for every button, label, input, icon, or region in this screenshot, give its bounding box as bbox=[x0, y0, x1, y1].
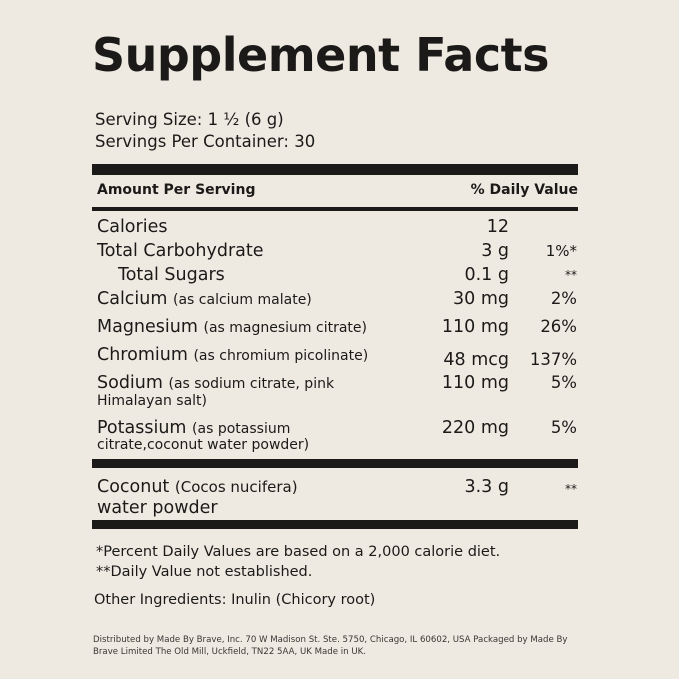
daily-value-header: % Daily Value bbox=[470, 182, 578, 198]
nutrient-dv: 5% bbox=[550, 418, 577, 437]
nutrient-source-line2: Himalayan salt) bbox=[97, 393, 208, 409]
nutrient-amount: 48 mcg bbox=[443, 350, 509, 370]
nutrient-amount: 3 g bbox=[481, 241, 509, 261]
other-ingredients: Other Ingredients: Inulin (Chicory root) bbox=[94, 592, 376, 608]
ingredient-amount: 3.3 g bbox=[464, 477, 509, 497]
ingredient-dv: ** bbox=[565, 482, 577, 496]
footnote-not-established: **Daily Value not established. bbox=[96, 564, 313, 580]
nutrient-source-line2: citrate,coconut water powder) bbox=[97, 437, 310, 453]
nutrient-dv: ** bbox=[565, 268, 577, 282]
divider-header bbox=[92, 207, 578, 211]
nutrient-amount: 12 bbox=[486, 217, 509, 237]
nutrient-name: Sodium (as sodium citrate, pink bbox=[97, 373, 335, 393]
nutrient-amount: 30 mg bbox=[453, 289, 509, 309]
ingredient-name-line2: water powder bbox=[97, 498, 218, 518]
nutrient-name: Potassium (as potassium bbox=[97, 418, 291, 438]
nutrient-name: Chromium (as chromium picolinate) bbox=[97, 345, 369, 365]
panel-title: Supplement Facts bbox=[92, 28, 550, 82]
nutrient-dv: 26% bbox=[540, 317, 577, 336]
footnote-percent-dv: *Percent Daily Values are based on a 2,0… bbox=[96, 544, 501, 560]
divider-thick-top bbox=[92, 164, 578, 175]
distributed-by-text: Distributed by Made By Brave, Inc. 70 W … bbox=[93, 635, 568, 657]
nutrient-amount: 220 mg bbox=[441, 418, 509, 438]
servings-per-container: Servings Per Container: 30 bbox=[95, 132, 316, 151]
nutrient-amount: 110 mg bbox=[441, 317, 509, 337]
nutrient-name: Total Sugars bbox=[118, 265, 225, 285]
nutrient-amount: 0.1 g bbox=[464, 265, 509, 285]
ingredient-name: Coconut (Cocos nucifera) bbox=[97, 477, 298, 497]
nutrient-name: Calories bbox=[97, 217, 168, 237]
divider-thick-mid bbox=[92, 459, 578, 468]
nutrient-dv: 137% bbox=[529, 350, 577, 369]
amount-per-serving-header: Amount Per Serving bbox=[97, 182, 256, 198]
nutrient-dv: 2% bbox=[550, 289, 577, 308]
nutrient-name: Magnesium (as magnesium citrate) bbox=[97, 317, 367, 337]
nutrient-amount: 110 mg bbox=[441, 373, 509, 393]
nutrient-dv: 5% bbox=[550, 373, 577, 392]
nutrient-dv: 1%* bbox=[545, 242, 577, 260]
nutrient-name: Calcium (as calcium malate) bbox=[97, 289, 312, 309]
nutrient-name: Total Carbohydrate bbox=[97, 241, 264, 261]
serving-size: Serving Size: 1 ½ (6 g) bbox=[95, 110, 284, 129]
divider-thick-bottom bbox=[92, 520, 578, 529]
